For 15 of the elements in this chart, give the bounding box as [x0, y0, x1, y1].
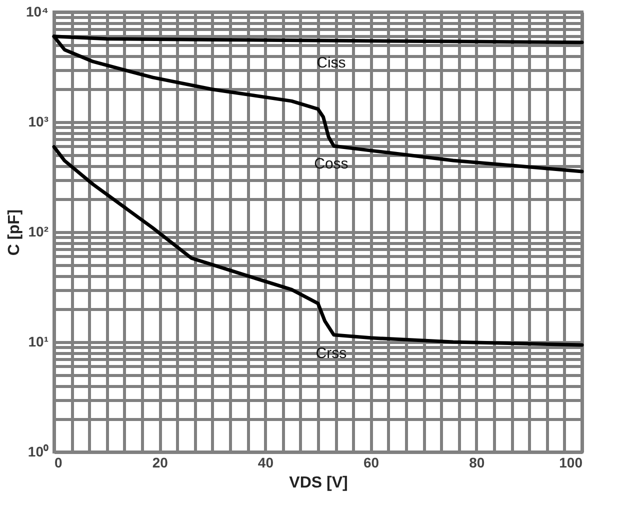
x-tick-label: 80	[469, 454, 485, 470]
x-tick-label: 40	[258, 454, 274, 470]
x-tick-label: 20	[152, 454, 168, 470]
series-label: Ciss	[316, 54, 346, 72]
x-axis-title: VDS [V]	[289, 474, 348, 492]
x-tick-label: 0	[54, 454, 62, 470]
x-tick-label: 60	[364, 454, 380, 470]
y-axis-title: C [pF]	[6, 209, 24, 256]
line-series	[52, 145, 584, 347]
x-tick-label: 100	[559, 454, 583, 470]
y-tick-label: 10⁰	[28, 444, 48, 460]
y-tick-label: 10¹	[28, 334, 49, 350]
y-tick-label: 10³	[28, 114, 49, 130]
y-tick-label: 10²	[28, 224, 49, 240]
y-tick-label: 10⁴	[26, 4, 49, 20]
